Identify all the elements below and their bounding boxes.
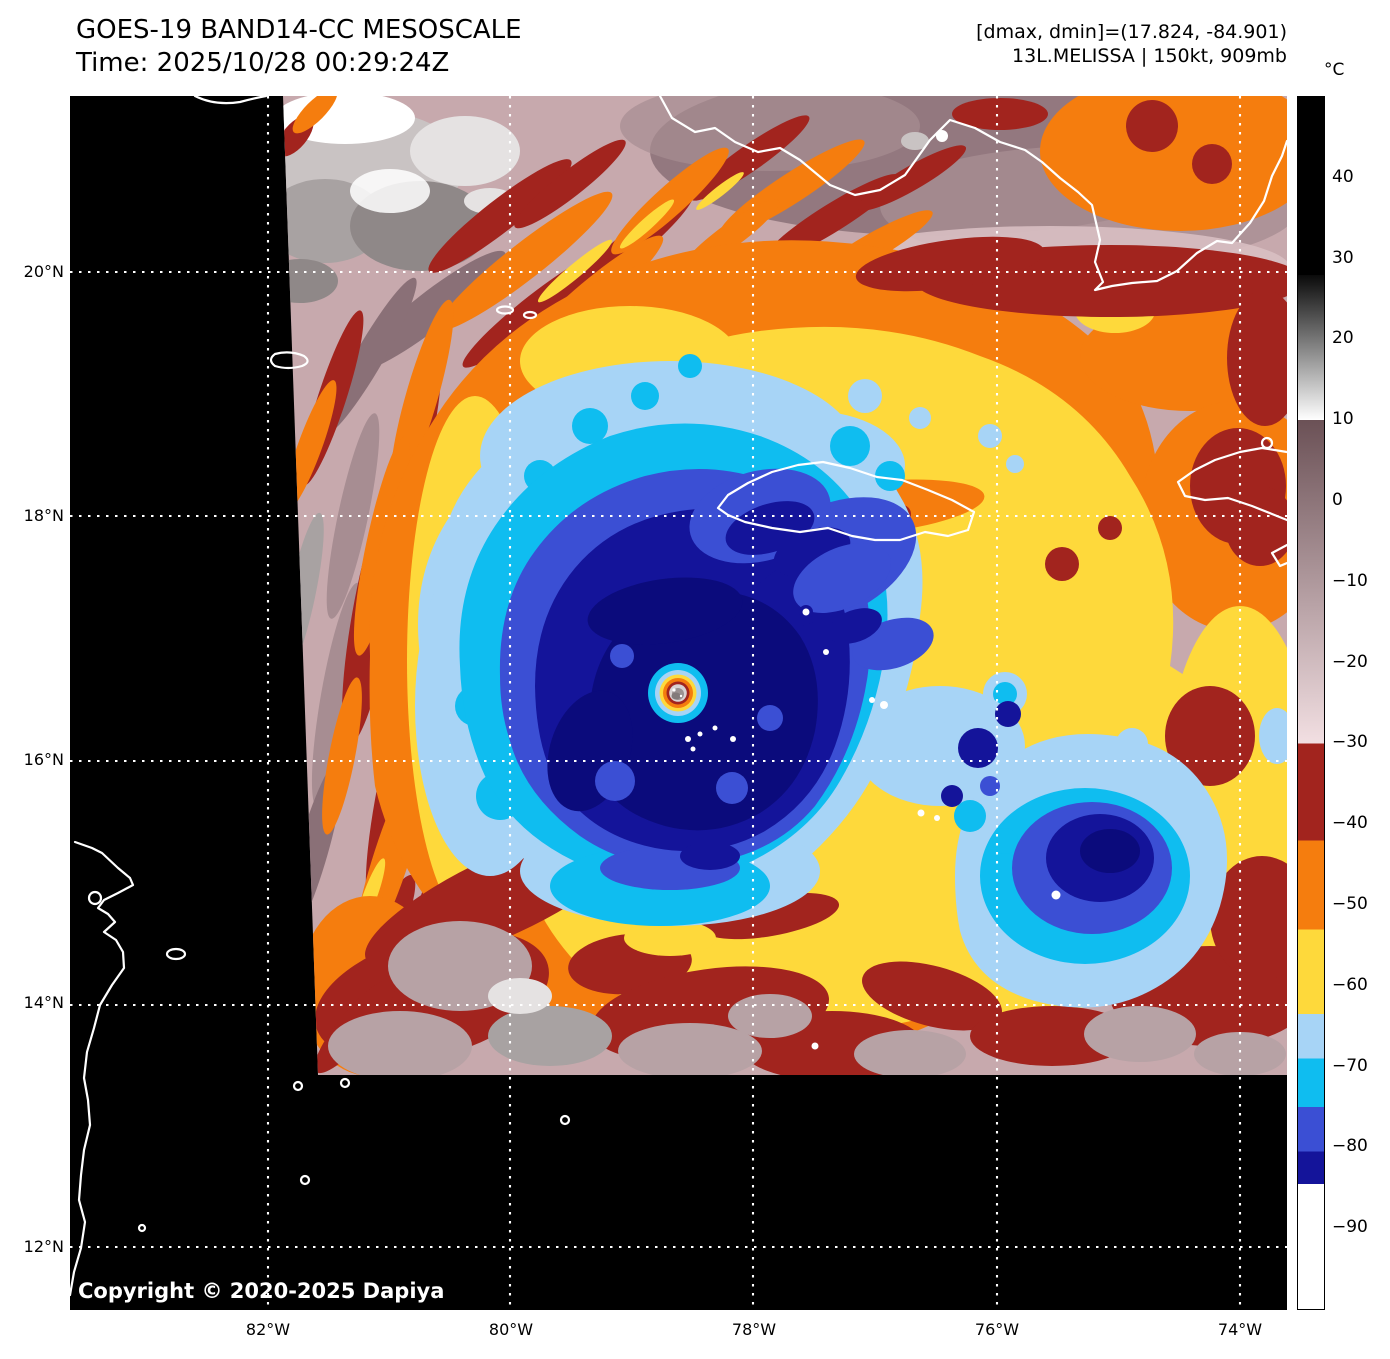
longitude-label: 78°W bbox=[731, 1320, 777, 1339]
longitude-label: 74°W bbox=[1217, 1320, 1263, 1339]
islet-2 bbox=[299, 1174, 311, 1186]
latitude-label: 12°N bbox=[23, 1237, 64, 1256]
colorbar-tick-label: −90 bbox=[1332, 1217, 1368, 1238]
islet-4 bbox=[339, 1077, 351, 1089]
page-title: GOES-19 BAND14-CC MESOSCALE bbox=[76, 15, 522, 45]
coastlines bbox=[70, 96, 1287, 1297]
map-plot: Copyright © 2020-2025 Dapiya bbox=[70, 96, 1287, 1310]
colorbar-tick-label: −80 bbox=[1332, 1136, 1368, 1157]
hurricane-eye bbox=[648, 663, 708, 723]
island-little-cayman bbox=[522, 310, 538, 320]
islet-3 bbox=[137, 1223, 147, 1233]
coastline-jamaica bbox=[716, 460, 976, 542]
colorbar-tick-label: −50 bbox=[1332, 894, 1368, 914]
colorbar-tick-label: 10 bbox=[1332, 409, 1354, 430]
colorbar-tick-label: −20 bbox=[1332, 651, 1368, 672]
coastline-haiti bbox=[1176, 446, 1287, 522]
colorbar-tick-label: 20 bbox=[1332, 328, 1354, 349]
colorbar-tick-label: 40 bbox=[1332, 166, 1354, 187]
colorbar-tick-label: −60 bbox=[1332, 974, 1368, 995]
island-grand-cayman bbox=[269, 351, 309, 370]
colorbar-tick-label: 0 bbox=[1332, 490, 1343, 510]
latitude-label: 18°N bbox=[23, 505, 64, 525]
longitude-label: 82°W bbox=[245, 1320, 291, 1339]
latitude-label: 14°N bbox=[23, 993, 64, 1013]
copyright-text: Copyright © 2020-2025 Dapiya bbox=[78, 1279, 445, 1303]
island-corn bbox=[165, 947, 187, 961]
longitude-label: 80°W bbox=[488, 1320, 534, 1339]
data-range-annotation: [dmax, dmin]=(17.824, -84.901) bbox=[976, 21, 1287, 43]
satellite-scene bbox=[70, 96, 1287, 1310]
latitude-label: 16°N bbox=[23, 749, 64, 769]
islet-5 bbox=[559, 1114, 571, 1126]
colorbar-tick-label: −70 bbox=[1332, 1055, 1368, 1076]
island-ile-a-vache bbox=[1260, 436, 1274, 450]
longitude-label: 76°W bbox=[974, 1320, 1020, 1339]
title-block: GOES-19 BAND14-CC MESOSCALE Time: 2025/1… bbox=[76, 14, 522, 80]
annotation-block: [dmax, dmin]=(17.824, -84.901) 13L.MELIS… bbox=[860, 20, 1287, 68]
coastline-cuba-west-fragment bbox=[193, 96, 268, 105]
colorbar-tick-label: −40 bbox=[1332, 813, 1368, 834]
colorbar-unit-label: °C bbox=[1324, 60, 1345, 80]
coastline-haiti-south bbox=[1270, 543, 1287, 568]
islet-1 bbox=[292, 1080, 304, 1092]
imagery-layer bbox=[283, 96, 1287, 1075]
colorbar bbox=[1297, 96, 1325, 1310]
colorbar-tick-label: −30 bbox=[1332, 732, 1368, 753]
timestamp: Time: 2025/10/28 00:29:24Z bbox=[76, 48, 450, 78]
colorbar-tick-label: −10 bbox=[1332, 570, 1368, 591]
lagoon bbox=[87, 890, 103, 906]
lightning-dots bbox=[685, 605, 1061, 1050]
coastline-cuba bbox=[658, 96, 1287, 292]
southeast-cold-system bbox=[922, 701, 1228, 1008]
coastline-central-america bbox=[70, 840, 135, 1297]
latitude-label: 20°N bbox=[23, 262, 64, 281]
island-cayman-brac bbox=[495, 305, 515, 315]
storm-info-annotation: 13L.MELISSA | 150kt, 909mb bbox=[1012, 45, 1287, 67]
colorbar-tick-label: 30 bbox=[1332, 247, 1354, 268]
